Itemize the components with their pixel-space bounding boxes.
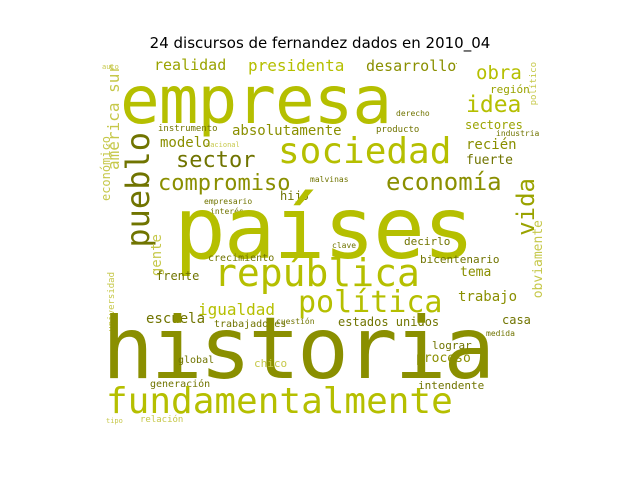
word-economico: económico — [99, 136, 113, 202]
word-industria: industria — [496, 129, 540, 138]
word-lograr: lograr — [432, 339, 472, 352]
word-medida: medida — [486, 329, 515, 338]
word-economia: economía — [386, 168, 502, 196]
word-modelo: modelo — [160, 135, 211, 151]
word-sociedad: sociedad — [278, 131, 452, 172]
word-chico: chico — [254, 357, 288, 370]
word-presidenta: presidenta — [248, 58, 345, 75]
word-clave: clave — [332, 241, 357, 250]
word-derecho: derecho — [396, 109, 430, 118]
word-frente: frente — [156, 269, 200, 283]
word-trabajadores: trabajadores — [214, 319, 287, 330]
word-crecimiento: crecimiento — [208, 253, 275, 264]
word-empresa: empresa — [120, 62, 392, 139]
word-cloud: auto ·· ·· ·· realidad presidenta desarr… — [98, 58, 550, 428]
word-tema: tema — [460, 265, 492, 280]
word-region: región — [490, 83, 530, 96]
word-hijo: hijo — [280, 189, 309, 203]
word-recien: recién — [466, 137, 517, 153]
word-politico: político — [529, 62, 539, 106]
word-relacion: relación — [140, 415, 184, 425]
word-escuela: escuela — [146, 311, 206, 327]
word-producto: producto — [376, 125, 420, 135]
word: ·· — [450, 60, 459, 68]
word-proceso: proceso — [416, 351, 471, 366]
word-malvinas: malvinas — [310, 175, 349, 184]
word-obviamente: obviamente — [531, 220, 546, 299]
word-fuerte: fuerte — [466, 153, 513, 168]
word-absolutamente: absolutamente — [232, 123, 342, 139]
word-casa: casa — [502, 313, 531, 327]
word-desarrollo: desarrollo — [366, 58, 457, 75]
word: auto — [102, 63, 119, 71]
word-republica: república — [214, 251, 420, 295]
word-idea: idea — [466, 92, 522, 118]
word: ·· ·· — [248, 61, 270, 69]
word-intendente: intendente — [418, 379, 485, 392]
chart-title: 24 discursos de fernandez dados en 2010_… — [149, 34, 491, 52]
word-paises: países — [174, 179, 475, 279]
word-instrumento: instrumento — [158, 124, 218, 134]
word-realidad: realidad — [154, 58, 227, 74]
word-pueblo: pueblo — [119, 132, 157, 248]
word-sectores: sectores — [465, 118, 523, 132]
word-obra: obra — [476, 62, 522, 84]
word-politica: política — [298, 285, 443, 320]
word-interes: interés — [210, 207, 244, 216]
word-generacion: generación — [150, 379, 211, 390]
word-compromiso: compromiso — [158, 171, 291, 196]
word-nacional: nacional — [206, 141, 240, 149]
word-sector: sector — [176, 148, 256, 173]
word-bicentenario: bicentenario — [420, 253, 500, 266]
word-fundamentalmente: fundamentalmente — [106, 381, 453, 422]
word-decirlo: decirlo — [404, 235, 451, 248]
word-trabajo: trabajo — [458, 289, 518, 305]
word-global: global — [178, 355, 215, 366]
word-cuestion: cuestión — [276, 317, 315, 326]
word-estados-unidos: estados unidos — [338, 315, 440, 329]
word-empresario: empresario — [204, 197, 253, 206]
word-igualdad: igualdad — [198, 300, 276, 319]
word-historia: historia — [102, 299, 495, 399]
word: tipo — [106, 417, 123, 425]
